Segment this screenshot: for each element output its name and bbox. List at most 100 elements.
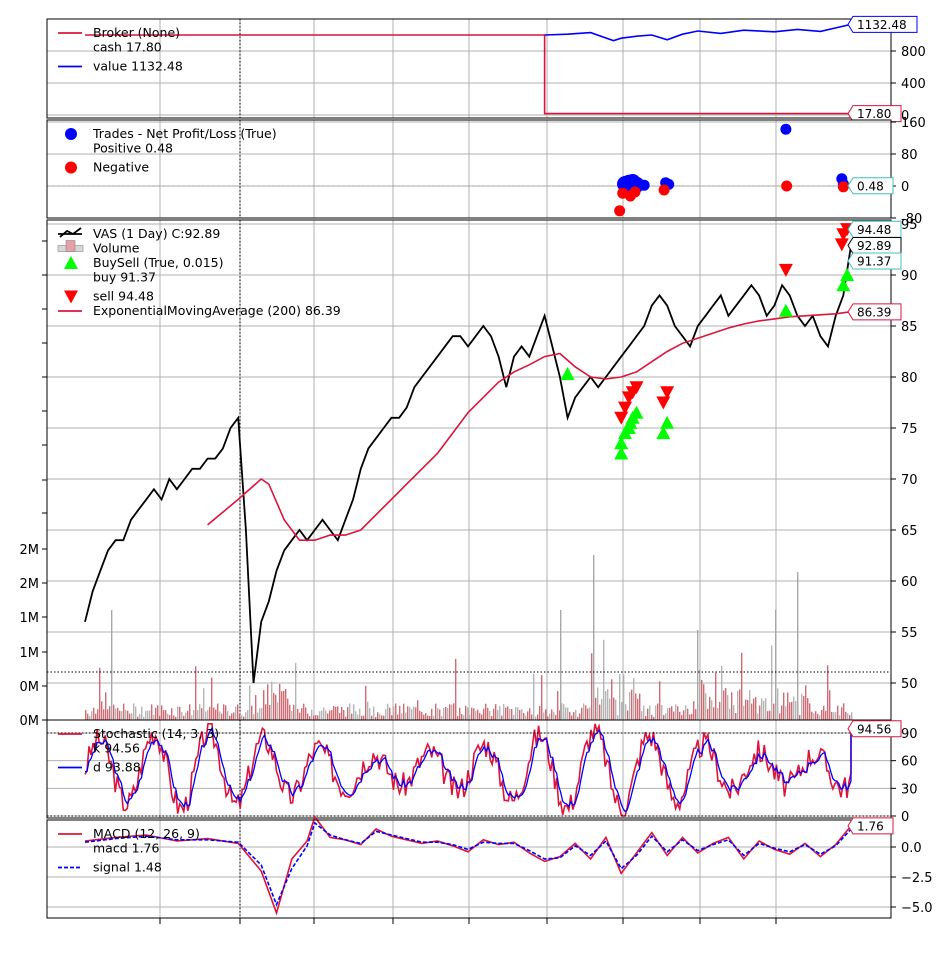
volume-bar bbox=[115, 708, 117, 720]
buy-marker bbox=[614, 436, 629, 450]
volume-bar bbox=[413, 706, 415, 720]
legend: Broker (None)cash 17.80 value 1132.48 bbox=[58, 25, 183, 74]
value-label-box bbox=[847, 15, 918, 33]
volume-bar bbox=[181, 711, 183, 720]
legend-label: Positive 0.48 bbox=[93, 141, 173, 156]
volume-bar bbox=[751, 703, 753, 720]
volume-bar bbox=[267, 684, 269, 720]
volume-bar bbox=[661, 705, 663, 720]
volume-bar bbox=[617, 715, 619, 720]
volume-bar bbox=[465, 705, 467, 720]
series-line-signal bbox=[84, 821, 852, 907]
panel-price: 50 55 60 65 70 75 80 85 90 95 0M 0M 1M 1M 2M 2M VAS (1 D… bbox=[20, 218, 918, 729]
volume-bar bbox=[639, 693, 641, 720]
volume-bar bbox=[361, 715, 363, 720]
value-label-box bbox=[847, 177, 894, 195]
value-label-box bbox=[847, 220, 902, 238]
volume-bar bbox=[683, 710, 685, 720]
volume-bar bbox=[285, 689, 287, 720]
volume-bar bbox=[217, 703, 219, 720]
volume-bar bbox=[685, 705, 687, 720]
volume-bar bbox=[787, 692, 789, 720]
volume-bar bbox=[717, 708, 719, 720]
volume-bar bbox=[161, 705, 163, 720]
volume-bar bbox=[387, 703, 389, 720]
volume-bar bbox=[255, 694, 257, 720]
volume-bar bbox=[407, 706, 409, 720]
value-label-box bbox=[847, 303, 902, 321]
volume-bar bbox=[179, 706, 181, 720]
volume-bar bbox=[197, 710, 199, 720]
volume-bar bbox=[415, 707, 417, 720]
volume-bar bbox=[729, 708, 731, 720]
volume-bar bbox=[631, 689, 633, 720]
volume-bar bbox=[489, 710, 491, 720]
volume-bar bbox=[519, 709, 521, 720]
volume-bar bbox=[811, 711, 813, 720]
volume-bar bbox=[725, 688, 727, 720]
volume-bar bbox=[569, 712, 571, 720]
volume-bar bbox=[281, 691, 283, 720]
volume-bar bbox=[593, 555, 595, 720]
legend-swatch-price-line bbox=[59, 227, 82, 238]
volume-bar bbox=[481, 714, 483, 720]
ytick-label: 55 bbox=[901, 626, 918, 641]
volume-bar bbox=[421, 711, 423, 720]
volume-bar bbox=[821, 709, 823, 720]
volume-bar bbox=[295, 662, 297, 720]
volume-bar bbox=[117, 707, 119, 720]
volume-bar bbox=[137, 716, 139, 720]
volume-bar bbox=[671, 706, 673, 720]
volume-bar bbox=[123, 703, 125, 720]
volume-bar bbox=[723, 690, 725, 720]
volume-bar bbox=[155, 707, 157, 720]
volume-bar bbox=[829, 690, 831, 720]
volume-bar bbox=[695, 709, 697, 720]
volume-bar bbox=[369, 708, 371, 720]
legend-label: value 1132.48 bbox=[93, 59, 183, 74]
volume-bar bbox=[827, 665, 829, 720]
volume-bar bbox=[705, 693, 707, 720]
volume-bar bbox=[841, 707, 843, 720]
value-label-text: 94.48 bbox=[857, 223, 891, 237]
volume-bar bbox=[327, 713, 329, 720]
volume-bar bbox=[235, 706, 237, 720]
volume-bar bbox=[567, 707, 569, 720]
legend-label: buy 91.37 bbox=[93, 270, 156, 285]
legend-label: MACD (12, 26, 9) bbox=[93, 826, 200, 841]
volume-bar bbox=[533, 673, 535, 720]
volume-bar bbox=[121, 711, 123, 720]
volume-bar bbox=[643, 705, 645, 720]
volume-bar bbox=[239, 713, 241, 720]
volume-bar bbox=[349, 703, 351, 720]
buy-marker bbox=[656, 426, 671, 440]
legend-swatch-triangle-down bbox=[64, 290, 78, 304]
volume-bar bbox=[127, 710, 129, 720]
buy-marker bbox=[836, 278, 851, 292]
legend-label: BuySell (True, 0.015) bbox=[93, 255, 223, 270]
legend-label: d 93.88 bbox=[93, 760, 141, 775]
volume-bar bbox=[517, 707, 519, 720]
volume-bar bbox=[713, 707, 715, 720]
volume-bar bbox=[333, 706, 335, 720]
panel-broker: 0 400 800 Broker (None)cash 17.80 value 1132… bbox=[46, 15, 926, 124]
volume-bar bbox=[589, 707, 591, 720]
value-label-text: 91.37 bbox=[857, 255, 891, 269]
volume-bar bbox=[473, 708, 475, 720]
value-label-text: 0.48 bbox=[857, 179, 884, 193]
volume-bar bbox=[251, 705, 253, 720]
sell-marker bbox=[778, 263, 793, 277]
volume-bar bbox=[301, 708, 303, 720]
volume-bar bbox=[745, 699, 747, 720]
volume-bar bbox=[491, 716, 493, 720]
volume-bar bbox=[459, 707, 461, 720]
volume-bar bbox=[605, 690, 607, 720]
volume-bar bbox=[433, 715, 435, 720]
volume-bar bbox=[773, 703, 775, 720]
volume-bar bbox=[793, 696, 795, 720]
volume-bar bbox=[549, 713, 551, 720]
volume-bar bbox=[297, 709, 299, 720]
volume-bar bbox=[707, 708, 709, 720]
volume-bar bbox=[397, 714, 399, 720]
ytick-label: 800 bbox=[901, 45, 926, 60]
